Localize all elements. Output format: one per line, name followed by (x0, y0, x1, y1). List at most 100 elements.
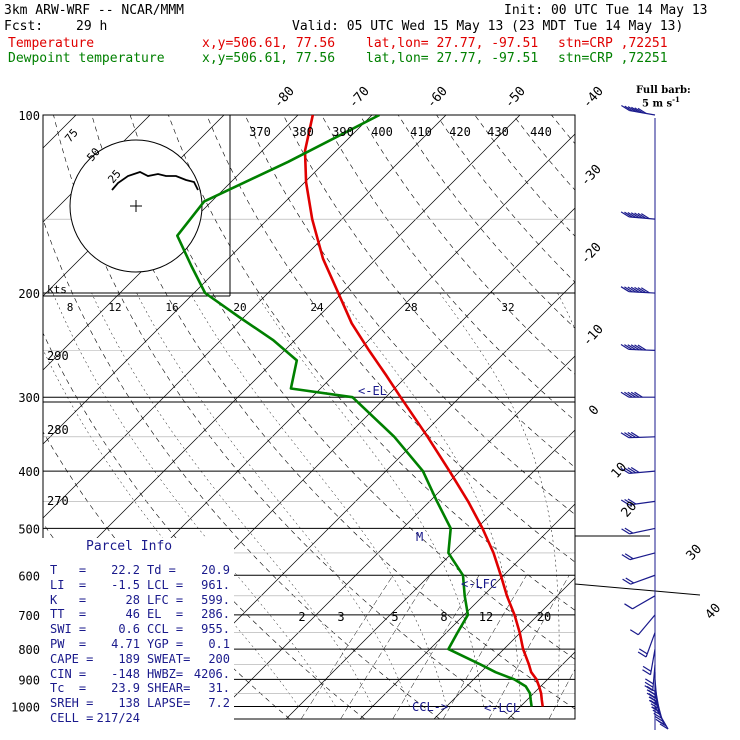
moist-adiabat-line (439, 292, 560, 707)
parcel-info-label: LFC = (147, 592, 184, 607)
wind-barb-flag (627, 106, 637, 113)
parcel-info-label: HWBZ= (147, 666, 184, 681)
dry-adiabat-line (206, 115, 575, 563)
dewpoint-xy: x,y=506.61, 77.56 (202, 51, 336, 66)
wind-barb-staff (629, 552, 656, 561)
dry-adiabat-line (474, 115, 575, 237)
parcel-info-value: -1.5 (111, 577, 140, 592)
temperature-axis-label: -30 (578, 162, 605, 189)
mixing-ratio-line (340, 575, 431, 719)
temperature-axis-label: -20 (578, 240, 605, 267)
wind-barb-flag (627, 498, 637, 505)
wind-barb (620, 431, 656, 439)
dry-adiabat-line (321, 115, 575, 422)
wind-barb-flag (624, 211, 633, 218)
hodo-speed-label: 32 (501, 301, 514, 314)
isotherm-line (582, 115, 740, 719)
temperature-axis-label: 40 (703, 601, 725, 623)
theta-e-label: 440 (530, 125, 552, 139)
wind-barb-flag (627, 211, 637, 218)
wind-barb-flag (624, 286, 633, 293)
parcel-info-label: T = (50, 563, 87, 577)
mixing-ratio-label: 3 (337, 610, 344, 624)
wind-barb (622, 574, 656, 585)
wind-barb-staff (629, 527, 656, 535)
mixing-ratio-label: 8 (440, 610, 447, 624)
wind-barb-flag (624, 105, 634, 112)
parcel-info-label: SREH = (50, 696, 94, 711)
parcel-info-label: LCL = (147, 577, 184, 592)
temperature-axis-label: -80 (271, 84, 298, 111)
wind-barb-flag (640, 287, 650, 294)
wind-barb-staff (645, 632, 656, 658)
wind-barb-flag (634, 107, 644, 114)
wind-barb-flag (637, 287, 647, 294)
parcel-info-label: K = (50, 592, 87, 607)
wind-barb-flag (621, 554, 631, 561)
hodo-speed-label: 16 (165, 301, 178, 314)
wind-barb-flag (645, 678, 654, 685)
wind-barb-flag (654, 715, 664, 722)
wind-barb-flag (624, 467, 633, 474)
mixing-ratio-label: 2 (298, 610, 305, 624)
parcel-info-label: TT = (50, 607, 87, 622)
parcel-info-label: EL = (147, 607, 184, 622)
lcl-annotation: <-LCL (484, 701, 520, 715)
temperature-axis-label: -60 (424, 84, 451, 111)
m-annotation: M (416, 530, 423, 544)
hodo-speed-label: 28 (404, 301, 417, 314)
forecast-label: Fcst: (4, 19, 44, 34)
wind-barb-flag (655, 718, 665, 725)
wind-barb-flag (659, 723, 669, 730)
wind-barb-flag (630, 391, 640, 398)
mixing-ratio-label: 20 (537, 610, 551, 624)
parcel-info-label: SHEAR= (147, 681, 191, 696)
dewpoint-latlon: lat,lon= 27.77, -97.51 (366, 51, 539, 66)
parcel-info-value: 0.1 (208, 637, 230, 651)
hodograph-trace (111, 171, 199, 191)
wind-barb (637, 632, 656, 658)
parcel-info-label: LI = (50, 577, 87, 592)
temperature-axis-label: -50 (502, 84, 529, 111)
parcel-info-label: SWI = (50, 622, 87, 637)
parcel-info-value: 286. (201, 607, 230, 622)
temperature-axis-label: 30 (684, 542, 706, 564)
lfc-annotation: <-LFC (461, 577, 497, 591)
wind-barb-flag (634, 212, 643, 219)
wind-barb-flag (620, 343, 630, 350)
dewpoint-station: stn=CRP ,72251 (558, 51, 668, 66)
wind-barb (621, 104, 656, 116)
wind-barb-flag (624, 391, 633, 398)
pressure-axis-label: 600 (18, 569, 40, 583)
hodo-speed-label: 24 (310, 301, 324, 314)
parcel-info-title: Parcel Info (86, 539, 173, 554)
wind-barb-flag (622, 578, 631, 585)
isotherm-line (43, 115, 447, 519)
wind-barb-flag (640, 213, 650, 220)
parcel-info-value: 20.9 (201, 563, 230, 577)
theta-e-label: 400 (371, 125, 393, 139)
pressure-axis-label: 700 (18, 609, 40, 623)
mixing-ratio-line (300, 575, 394, 719)
wind-barb-flag (630, 431, 640, 438)
isotherm-line (43, 115, 521, 593)
pressure-axis-label: 400 (18, 465, 40, 479)
wind-barb-flag (624, 432, 633, 439)
mixing-ratio-line (442, 575, 527, 719)
wind-barb-flag (638, 648, 648, 655)
dry-adiabat-line (628, 115, 740, 719)
wind-barb-flag (637, 344, 647, 351)
wind-barb-flag (631, 106, 640, 113)
dry-adiabat-line (590, 115, 740, 719)
parcel-info-value: 4206. (193, 666, 230, 681)
wind-barb-flag (620, 286, 630, 293)
dry-adiabat-line (244, 115, 575, 515)
parcel-info-value: 955. (201, 622, 230, 637)
wind-barb-flag (620, 432, 630, 439)
wind-barb-flag (648, 699, 658, 706)
wind-barb-flag (621, 528, 630, 535)
temperature-legend-label: Temperature (8, 36, 95, 51)
theta-e-label: 420 (449, 125, 471, 139)
dry-adiabat-line (43, 218, 440, 719)
